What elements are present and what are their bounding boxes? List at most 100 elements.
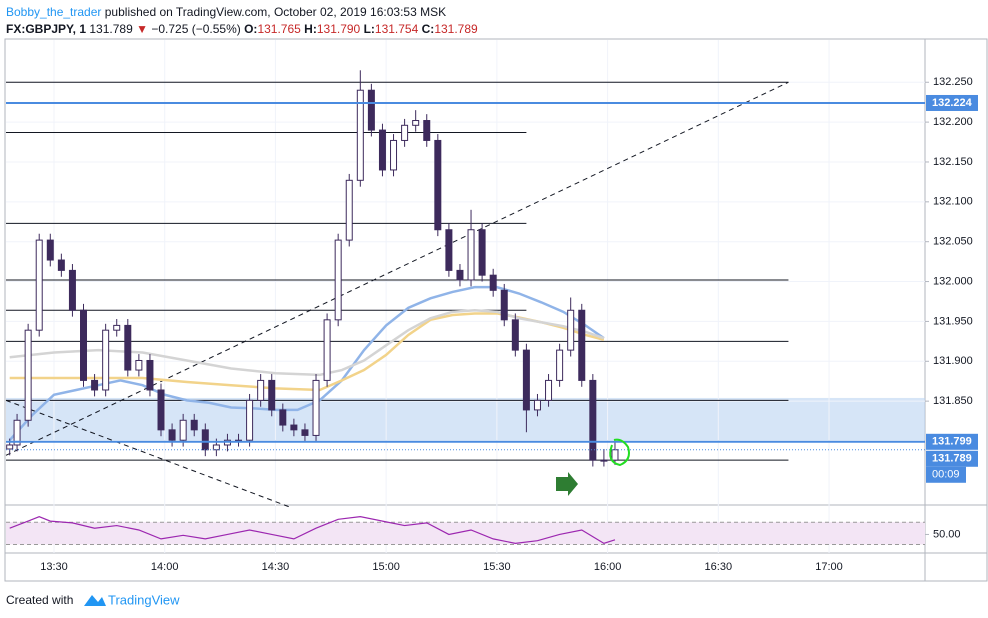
ohlc-line: FX:GBPJPY, 1 131.789 ▼ −0.725 (−0.55%) O… xyxy=(6,22,478,36)
candle-body xyxy=(190,419,198,431)
candle-body xyxy=(91,379,99,391)
candle-body xyxy=(367,89,375,131)
c-label: C: xyxy=(421,22,435,36)
created-with: Created with xyxy=(6,593,73,607)
candle-body xyxy=(522,349,530,411)
candle-body xyxy=(268,379,276,411)
ma-line xyxy=(9,309,605,377)
candle-body xyxy=(412,120,420,126)
candle-body xyxy=(478,229,486,276)
candle-body xyxy=(545,379,553,401)
candle-body xyxy=(6,444,14,450)
candle-body xyxy=(600,459,608,462)
c: 131.789 xyxy=(434,22,478,36)
y-tick-label: 132.100 xyxy=(933,196,973,208)
candle-body xyxy=(146,359,154,391)
rsi-band xyxy=(6,522,925,545)
candle-body xyxy=(179,419,187,441)
candle-body xyxy=(13,419,21,446)
h-label: H: xyxy=(304,22,317,36)
y-tick-label: 131.850 xyxy=(933,395,973,407)
candle-body xyxy=(24,329,32,421)
candle-body xyxy=(124,324,132,371)
l: 131.754 xyxy=(374,22,419,36)
x-tick-label: 15:00 xyxy=(372,561,400,573)
author[interactable]: Bobby_the_trader xyxy=(6,5,102,19)
candle-body xyxy=(35,239,43,331)
y-tick-label: 131.900 xyxy=(933,355,973,367)
candle-body xyxy=(201,429,209,451)
x-tick-label: 14:00 xyxy=(151,561,179,573)
candle-body xyxy=(334,239,342,321)
publish-line: Bobby_the_trader published on TradingVie… xyxy=(6,5,446,19)
countdown-box xyxy=(926,466,966,483)
price-tag xyxy=(926,433,978,450)
symbol: FX:GBPJPY, 1 xyxy=(6,22,87,36)
candle-body xyxy=(257,379,265,401)
h: 131.790 xyxy=(316,22,361,36)
candle-body xyxy=(80,309,88,381)
candle-body xyxy=(567,309,575,351)
candle-body xyxy=(157,389,165,431)
candle-body xyxy=(511,319,519,351)
candle-body xyxy=(57,259,65,271)
price-tag xyxy=(926,94,978,111)
price-tag-label: 131.799 xyxy=(932,436,972,448)
trend-line xyxy=(5,399,291,508)
candle-body xyxy=(390,139,398,171)
y-tick-label: 132.200 xyxy=(933,116,973,128)
trend-line xyxy=(5,81,789,456)
candle-body xyxy=(46,239,54,261)
candle-body xyxy=(323,319,331,381)
candle-body xyxy=(489,274,497,291)
x-tick-label: 14:30 xyxy=(262,561,290,573)
ma-line xyxy=(8,285,605,442)
candle-body xyxy=(401,124,409,141)
candle-body xyxy=(378,129,386,171)
change: −0.725 (−0.55%) xyxy=(151,22,241,36)
highlight-circle xyxy=(609,438,630,467)
x-tick-label: 16:30 xyxy=(705,561,733,573)
candle-body xyxy=(246,399,254,441)
rsi-line xyxy=(9,516,616,544)
o: 131.765 xyxy=(257,22,301,36)
candle-body xyxy=(434,139,442,231)
y-tick-label: 132.150 xyxy=(933,156,973,168)
candle-body xyxy=(279,409,287,426)
x-tick-label: 15:30 xyxy=(483,561,511,573)
candle-body xyxy=(312,379,320,436)
l-label: L: xyxy=(363,22,375,36)
frame xyxy=(4,38,988,582)
candle-body xyxy=(345,179,353,241)
logo xyxy=(84,595,106,606)
last: 131.789 xyxy=(89,22,133,36)
candle-body xyxy=(556,349,564,381)
candle-body xyxy=(290,424,298,431)
candle-body xyxy=(168,429,176,441)
x-tick-label: 17:00 xyxy=(815,561,843,573)
candle-body xyxy=(578,309,586,381)
candle-body xyxy=(500,289,508,321)
zone xyxy=(6,397,925,441)
rsi-tick-label: 50.00 xyxy=(933,528,961,540)
countdown: 00:09 xyxy=(932,469,960,481)
arrow: ▼ xyxy=(136,22,148,36)
y-tick-label: 132.250 xyxy=(933,76,973,88)
o-label: O: xyxy=(244,22,258,36)
y-tick-label: 132.000 xyxy=(933,275,973,287)
candle-body xyxy=(135,359,143,371)
candle-body xyxy=(467,229,475,281)
x-tick-label: 13:30 xyxy=(40,561,68,573)
arrow-marker xyxy=(556,472,578,496)
y-tick-label: 132.050 xyxy=(933,236,973,248)
candle-body xyxy=(533,399,541,411)
candle-body xyxy=(68,269,76,311)
candle-body xyxy=(113,324,121,331)
candle-body xyxy=(611,449,619,461)
brand[interactable]: TradingView xyxy=(108,592,180,607)
y-tick-label: 131.950 xyxy=(933,315,973,327)
price-tag xyxy=(926,450,978,467)
candle-body xyxy=(589,379,597,461)
